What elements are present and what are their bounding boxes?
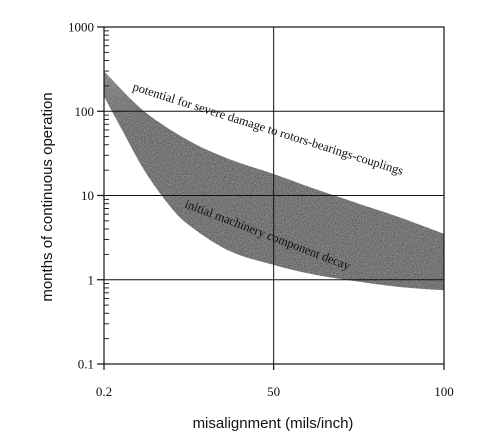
gridlines xyxy=(104,27,444,364)
x-tick-label: 50 xyxy=(267,384,280,399)
y-tick-label: 0.1 xyxy=(78,357,94,372)
y-axis-ticks: 0.1 1 10 100 1000 xyxy=(68,20,104,372)
plot-area xyxy=(103,26,445,365)
y-tick-label: 1000 xyxy=(68,20,94,35)
y-tick-label: 1 xyxy=(88,272,95,287)
x-axis-title: misalignment (mils/inch) xyxy=(193,415,354,432)
x-tick-label: 0.2 xyxy=(96,384,112,399)
y-tick-label: 10 xyxy=(81,188,94,203)
y-tick-label: 100 xyxy=(75,104,95,119)
x-tick-label: 100 xyxy=(434,384,454,399)
x-axis-ticks: 0.2 50 100 xyxy=(96,364,454,399)
y-axis-title: months of continuous operation xyxy=(39,92,56,301)
y-minor-ticks xyxy=(104,30,109,340)
